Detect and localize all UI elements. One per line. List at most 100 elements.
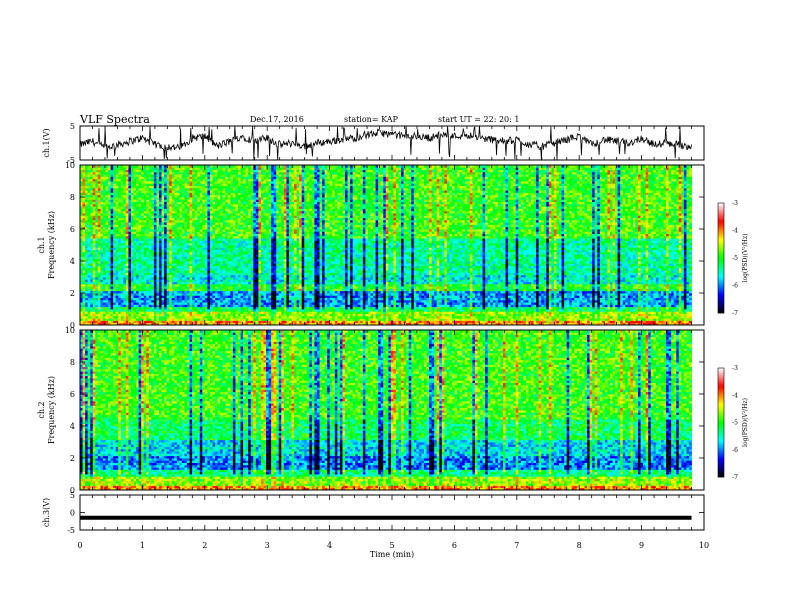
- spectrogram-cell: [345, 320, 348, 323]
- spectrogram-cell: [258, 316, 261, 319]
- spectrogram-cell: [223, 320, 226, 323]
- spectrogram-cell: [480, 316, 483, 319]
- spectrogram-cell: [355, 316, 358, 319]
- spectrogram-cell: [671, 320, 674, 323]
- spectrogram-cell: [312, 320, 315, 323]
- spectrogram-cell: [559, 316, 562, 319]
- spectrogram-cell: [674, 320, 677, 323]
- spectrogram-cell: [620, 320, 623, 323]
- spectrogram-cell: [646, 316, 649, 319]
- spectrogram-cell: [523, 316, 526, 319]
- spectrogram-cell: [442, 316, 445, 319]
- spectrogram-cell: [342, 316, 345, 319]
- spectrogram-cell: [269, 320, 272, 323]
- spectrogram-cell: [437, 320, 440, 323]
- spectrogram-cell: [179, 316, 182, 319]
- spectrogram-cell: [452, 316, 455, 319]
- spectrogram-cell: [643, 316, 646, 319]
- spectrogram-cell: [105, 320, 108, 323]
- spectrogram-cell: [320, 320, 323, 323]
- spectrogram-cell: [663, 320, 666, 323]
- spectrogram-cell: [638, 320, 641, 323]
- spectrogram-cell: [144, 320, 147, 323]
- spectrogram-cell: [103, 316, 106, 319]
- spectrogram-cell: [546, 316, 549, 319]
- spectrogram-cell: [297, 316, 300, 319]
- spectrogram-cell: [526, 320, 529, 323]
- spectrogram-cell: [251, 316, 254, 319]
- spectrogram-cell: [271, 316, 274, 319]
- spectrogram-cell: [309, 316, 312, 319]
- spectrogram-cell: [116, 316, 119, 319]
- spectrogram-cell: [421, 316, 424, 319]
- spectrogram-cell: [411, 320, 414, 323]
- spectrogram-cell: [676, 316, 679, 319]
- spectrogram-cell: [513, 316, 516, 319]
- start-ut-label: start UT = 22: 20: 1: [438, 115, 519, 124]
- spectrogram-cell: [485, 316, 488, 319]
- spectrogram-cell: [401, 320, 404, 323]
- spectrogram-cell: [302, 320, 305, 323]
- spectrogram-cell: [332, 316, 335, 319]
- spectrogram-cell: [643, 320, 646, 323]
- spectrogram-cell: [516, 316, 519, 319]
- spectrogram-cell: [597, 316, 600, 319]
- spectrogram-cell: [457, 316, 460, 319]
- spectrogram-cell: [613, 316, 616, 319]
- spectrogram-cell: [134, 316, 137, 319]
- spectrogram-cell: [159, 316, 162, 319]
- spectrogram-cell: [539, 320, 542, 323]
- spectrogram-cell: [467, 316, 470, 319]
- spectrogram-cell: [325, 316, 328, 319]
- spectrogram-cell: [213, 316, 216, 319]
- spectrogram-cell: [376, 316, 379, 319]
- spectrogram-cell: [299, 316, 302, 319]
- figure-title: VLF Spectra: [79, 113, 150, 126]
- spectrogram-cell: [388, 320, 391, 323]
- spectrogram-cell: [233, 320, 236, 323]
- spectrogram-cell: [592, 316, 595, 319]
- spectrogram-cell: [90, 316, 93, 319]
- spectrogram-cell: [111, 320, 114, 323]
- spectrogram-cell: [483, 316, 486, 319]
- spectrogram-cell: [297, 320, 300, 323]
- spectrogram-cell: [651, 316, 654, 319]
- spectrogram-cell: [337, 316, 340, 319]
- spectrogram-cell: [506, 316, 509, 319]
- spectrogram-cell: [480, 320, 483, 323]
- spectrogram-cell: [358, 320, 361, 323]
- spectrogram-cell: [613, 320, 616, 323]
- spectrogram-cell: [648, 320, 651, 323]
- spectrogram-cell: [172, 320, 175, 323]
- spectrogram-cell: [345, 316, 348, 319]
- spectrogram-cell: [663, 316, 666, 319]
- spectrogram-cell: [585, 316, 588, 319]
- spectrogram-cell: [544, 316, 547, 319]
- spectrogram-cell: [556, 320, 559, 323]
- spectrogram-cell: [404, 320, 407, 323]
- spectrogram-cell: [169, 320, 172, 323]
- spectrogram-cell: [416, 316, 419, 319]
- spectrogram-cell: [279, 316, 282, 319]
- spectrogram-cell: [365, 316, 368, 319]
- spectrogram-cell: [572, 316, 575, 319]
- spectrogram-cell: [399, 316, 402, 319]
- spectrogram-cell: [154, 320, 157, 323]
- spectrogram-cell: [472, 320, 475, 323]
- spectrogram-cell: [197, 316, 200, 319]
- spectrogram-cell: [490, 316, 493, 319]
- spectrogram-cell: [437, 316, 440, 319]
- spectrogram-cell: [393, 316, 396, 319]
- spectrogram-cell: [651, 320, 654, 323]
- spectrogram-cell: [475, 320, 478, 323]
- spectrogram-cell: [105, 316, 108, 319]
- spectrogram-cell: [360, 316, 363, 319]
- spectrogram-cell: [256, 320, 259, 323]
- spectrogram-cell: [610, 320, 613, 323]
- spectrogram-cell: [620, 316, 623, 319]
- spectrogram-cell: [253, 316, 256, 319]
- spectrogram-cell: [399, 320, 402, 323]
- spectrogram-cell: [100, 320, 103, 323]
- spectrogram-cell: [123, 316, 126, 319]
- spectrogram-cell: [248, 316, 251, 319]
